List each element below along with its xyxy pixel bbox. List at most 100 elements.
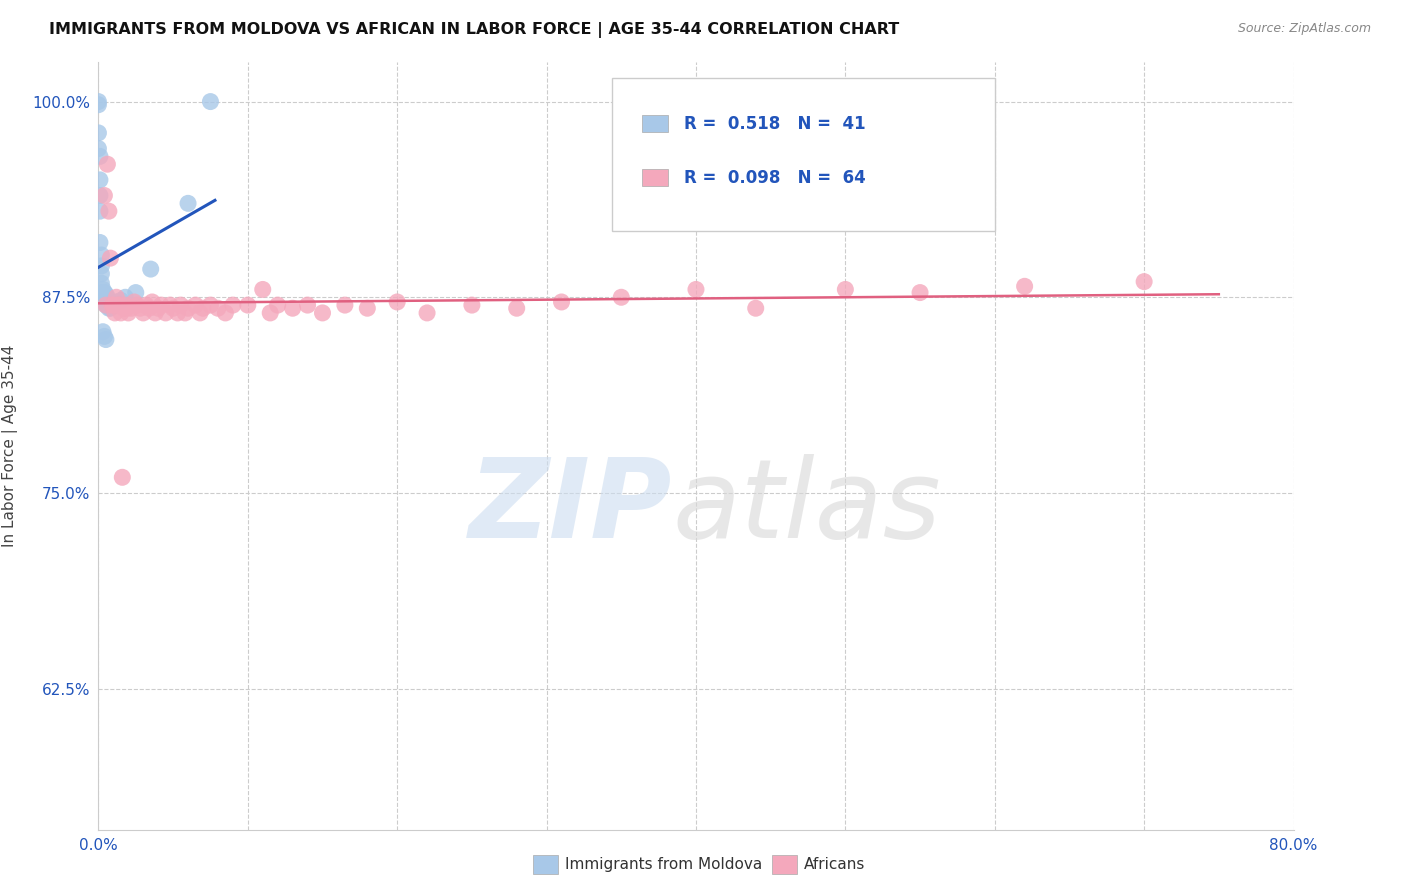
Point [461, 298, 484, 312]
Point [87, 126, 110, 140]
Point [1133, 275, 1156, 289]
Point [87, 95, 110, 109]
Text: IMMIGRANTS FROM MOLDOVA VS AFRICAN IN LABOR FORCE | AGE 35-44 CORRELATION CHART: IMMIGRANTS FROM MOLDOVA VS AFRICAN IN LA… [49, 22, 900, 38]
Point [97, 204, 120, 219]
Point [506, 301, 529, 316]
Point [177, 196, 200, 211]
Point [104, 306, 127, 320]
Point [101, 298, 124, 312]
Text: ZIP: ZIP [468, 454, 672, 561]
Point [141, 295, 163, 310]
Point [97, 301, 120, 316]
Point [259, 306, 281, 320]
Point [1014, 279, 1036, 293]
Text: R =  0.098   N =  64: R = 0.098 N = 64 [685, 169, 866, 186]
Point [129, 301, 152, 316]
Point [177, 301, 200, 316]
Point [103, 298, 125, 312]
Point [174, 306, 197, 320]
Point [105, 295, 128, 310]
Point [267, 298, 290, 312]
Point [107, 298, 129, 312]
Point [89, 173, 111, 187]
Point [184, 298, 207, 312]
Point [98, 301, 122, 316]
Point [169, 298, 191, 312]
Point [87, 97, 110, 112]
Point [166, 306, 188, 320]
Point [98, 295, 122, 310]
Point [93, 285, 115, 300]
Point [105, 290, 128, 304]
Point [117, 306, 139, 320]
Point [91, 285, 114, 300]
Text: Immigrants from Moldova: Immigrants from Moldova [565, 857, 762, 871]
Point [89, 149, 111, 163]
Point [214, 306, 236, 320]
Point [125, 285, 148, 300]
Point [139, 262, 162, 277]
FancyBboxPatch shape [613, 78, 995, 231]
Point [98, 251, 122, 265]
Point [745, 301, 768, 316]
Point [385, 295, 409, 310]
Point [112, 301, 135, 316]
Point [96, 298, 118, 312]
Point [94, 333, 117, 347]
Point [94, 298, 117, 312]
Point [138, 301, 160, 316]
Point [96, 290, 118, 304]
Point [94, 287, 117, 301]
Point [93, 290, 115, 304]
Point [91, 325, 114, 339]
Text: Source: ZipAtlas.com: Source: ZipAtlas.com [1237, 22, 1371, 36]
Point [610, 290, 633, 304]
Point [115, 301, 138, 316]
Point [90, 248, 112, 262]
Point [297, 298, 319, 312]
Point [97, 295, 120, 310]
Point [103, 298, 125, 312]
Point [110, 293, 132, 308]
Point [834, 282, 856, 296]
Point [159, 298, 181, 312]
Point [124, 295, 146, 310]
Point [356, 301, 378, 316]
Point [252, 282, 274, 296]
Point [89, 235, 111, 250]
Point [110, 306, 132, 320]
Point [91, 282, 114, 296]
Point [87, 142, 110, 156]
Point [111, 470, 134, 484]
Text: Africans: Africans [804, 857, 866, 871]
Point [200, 298, 222, 312]
Point [281, 301, 304, 316]
Point [685, 282, 707, 296]
Point [148, 301, 170, 316]
Point [94, 292, 117, 306]
Point [143, 306, 166, 320]
Point [91, 290, 114, 304]
Bar [643, 115, 668, 132]
Point [93, 295, 115, 310]
Point [93, 329, 115, 343]
Point [162, 301, 184, 316]
Point [222, 298, 245, 312]
Point [416, 306, 439, 320]
Text: atlas: atlas [672, 454, 941, 561]
Point [236, 298, 259, 312]
Point [114, 298, 136, 312]
Point [96, 157, 118, 171]
Point [311, 306, 333, 320]
Point [333, 298, 356, 312]
Bar [643, 169, 668, 186]
Point [155, 306, 177, 320]
Point [90, 276, 112, 290]
Point [114, 290, 136, 304]
Point [550, 295, 572, 310]
Point [120, 301, 142, 316]
Point [207, 301, 229, 316]
Text: R =  0.518   N =  41: R = 0.518 N = 41 [685, 115, 866, 133]
Point [191, 301, 214, 316]
Point [150, 298, 173, 312]
